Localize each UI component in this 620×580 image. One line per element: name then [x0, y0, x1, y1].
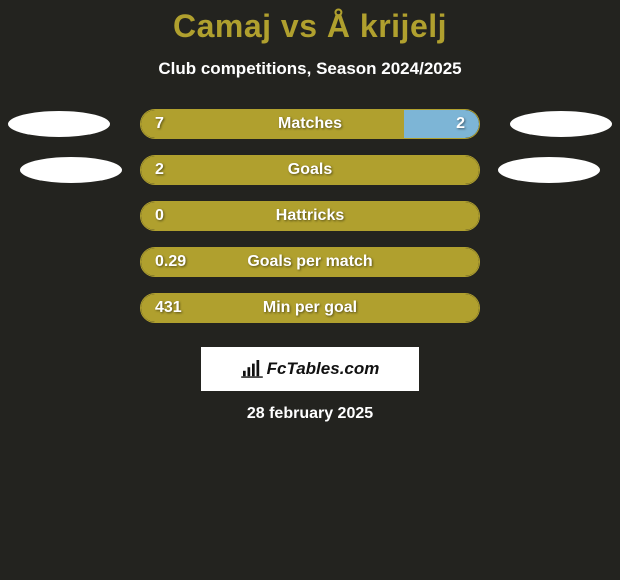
bar-track: 0.29 Goals per match [140, 247, 480, 277]
stat-value-right: 2 [456, 115, 465, 133]
stats-area: 7 Matches 2 2 Goals 0 Hattricks [0, 107, 620, 325]
stat-row-hattricks: 0 Hattricks [0, 199, 620, 233]
stat-row-goals: 2 Goals [0, 153, 620, 187]
stat-name: Matches [278, 115, 342, 133]
stat-value-left: 431 [155, 299, 182, 317]
stat-value-left: 7 [155, 115, 164, 133]
bar-track: 2 Goals [140, 155, 480, 185]
stat-value-left: 0 [155, 207, 164, 225]
main-container: Camaj vs Å krijelj Club competitions, Se… [0, 0, 620, 423]
bar-track: 431 Min per goal [140, 293, 480, 323]
stat-row-goals-per-match: 0.29 Goals per match [0, 245, 620, 279]
bar-right-fill [404, 110, 479, 138]
stat-name: Goals per match [247, 253, 372, 271]
stat-value-left: 0.29 [155, 253, 186, 271]
player-oval-left [8, 111, 110, 137]
player-oval-right [498, 157, 600, 183]
logo-content: FcTables.com [241, 359, 380, 379]
season-subtitle: Club competitions, Season 2024/2025 [0, 59, 620, 79]
bar-left-fill [141, 110, 404, 138]
stat-value-left: 2 [155, 161, 164, 179]
stat-name: Min per goal [263, 299, 357, 317]
stat-row-min-per-goal: 431 Min per goal [0, 291, 620, 325]
player-oval-right [510, 111, 612, 137]
bar-track: 0 Hattricks [140, 201, 480, 231]
bar-track: 7 Matches 2 [140, 109, 480, 139]
stat-name: Goals [288, 161, 332, 179]
logo-box: FcTables.com [201, 347, 419, 391]
logo-text: FcTables.com [267, 359, 380, 379]
player-oval-left [20, 157, 122, 183]
comparison-title: Camaj vs Å krijelj [0, 8, 620, 45]
stat-name: Hattricks [276, 207, 344, 225]
bar-chart-icon [241, 360, 263, 378]
date-text: 28 february 2025 [0, 405, 620, 423]
stat-row-matches: 7 Matches 2 [0, 107, 620, 141]
